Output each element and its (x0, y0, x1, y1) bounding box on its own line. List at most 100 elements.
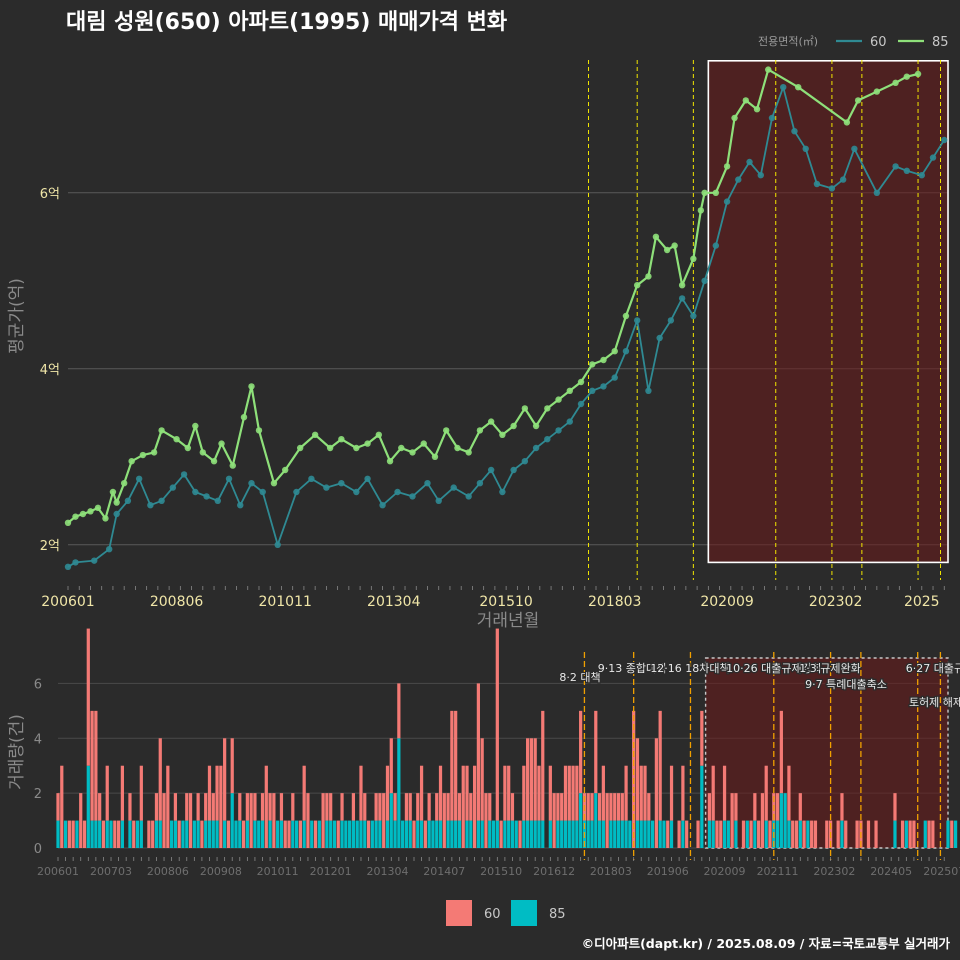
volume-bar-60 (291, 793, 295, 821)
volume-x-tick-label: 201510 (480, 865, 522, 878)
data-point-60 (424, 480, 431, 487)
data-point-85 (255, 427, 263, 434)
volume-bar-60 (488, 793, 492, 821)
volume-bar-60 (722, 765, 727, 821)
legend-title: 전용면적(㎡) (758, 35, 818, 48)
volume-x-tick-label: 202302 (813, 865, 855, 878)
volume-bar-85 (276, 820, 280, 848)
volume-bar-60 (298, 820, 302, 848)
data-point-85 (521, 405, 529, 412)
volume-bar-60 (450, 710, 454, 821)
volume-bar-85 (571, 820, 575, 848)
y-tick-label: 4억 (40, 363, 60, 378)
volume-bar-60 (719, 820, 723, 848)
volume-bar-60 (200, 820, 204, 848)
volume-bar-85 (317, 820, 321, 848)
data-point-85 (72, 513, 79, 520)
volume-bar-85 (734, 820, 738, 848)
data-point-60 (611, 374, 618, 381)
data-point-85 (742, 97, 749, 104)
data-point-85 (120, 480, 128, 487)
volume-bar-60 (188, 793, 193, 848)
volume-bar-85 (185, 820, 189, 848)
volume-bar-60 (601, 765, 605, 821)
volume-bar-85 (590, 820, 594, 848)
x-tick-label: 200806 (150, 594, 204, 610)
volume-bar-60 (654, 738, 658, 848)
data-point-60 (91, 557, 98, 564)
volume-bar-85 (722, 820, 727, 848)
volume-bar-85 (662, 820, 666, 848)
volume-bar-60 (79, 793, 83, 848)
volume-bar-60 (700, 710, 704, 766)
volume-bar-60 (397, 683, 401, 739)
volume-bar-85 (503, 820, 507, 848)
data-point-85 (364, 440, 371, 447)
volume-bar-60 (419, 765, 424, 821)
volume-bar-60 (480, 738, 484, 821)
data-point-85 (510, 422, 517, 430)
volume-bar-85 (450, 820, 454, 848)
data-point-60 (566, 418, 573, 425)
volume-x-tick-label: 201407 (423, 865, 465, 878)
volume-bar-85 (393, 820, 397, 848)
volume-bar-60 (685, 820, 689, 848)
policy-label: 9·7 특례대출축소 (805, 678, 887, 691)
data-point-85 (326, 444, 334, 452)
volume-bar-85 (601, 820, 605, 848)
data-point-60 (600, 383, 607, 390)
volume-bar-85 (893, 820, 897, 848)
volume-bar-85 (594, 793, 598, 848)
volume-bar-60 (620, 793, 624, 821)
data-point-85 (566, 387, 573, 394)
volume-bar-85 (438, 820, 443, 848)
data-point-60 (645, 387, 652, 394)
volume-bar-60 (764, 765, 768, 821)
volume-bar-85 (404, 820, 409, 848)
data-point-85 (532, 422, 540, 430)
data-point-60 (214, 497, 221, 504)
volume-bar-60 (238, 793, 242, 821)
volume-bar-85 (495, 820, 499, 848)
volume-bar-60 (874, 820, 878, 848)
data-point-60 (667, 317, 675, 324)
legend-label-85: 85 (932, 35, 949, 50)
volume-x-tick-label: 202009 (704, 865, 746, 878)
volume-bar-60 (465, 765, 469, 821)
volume-bar-85 (454, 820, 458, 848)
volume-bar-60 (185, 793, 189, 821)
volume-bar-60 (404, 793, 409, 821)
data-point-85 (128, 458, 135, 465)
volume-bar-85 (609, 820, 613, 848)
data-point-85 (64, 519, 72, 526)
volume-bar-60 (912, 820, 916, 848)
volume-bar-60 (105, 765, 109, 821)
volume-bar-85 (669, 820, 674, 848)
volume-bar-60 (461, 765, 465, 848)
volume-bar-60 (385, 765, 390, 821)
volume-bar-60 (446, 793, 450, 821)
volume-bar-85 (510, 820, 515, 848)
volume-bar-60 (529, 738, 534, 821)
volume-bar-85 (480, 820, 484, 848)
volume-bar-60 (802, 820, 806, 848)
policy-label: 10·26 대출규제강화 (726, 662, 822, 675)
volume-bar-60 (223, 738, 227, 821)
volume-bar-60 (510, 793, 515, 821)
volume-bar-60 (215, 765, 219, 821)
volume-bar-60 (681, 765, 685, 821)
volume-bar-60 (363, 793, 367, 821)
volume-bar-60 (147, 820, 151, 848)
data-point-85 (476, 427, 484, 434)
volume-bar-60 (139, 765, 143, 821)
volume-bar-60 (116, 820, 121, 848)
volume-bar-60 (597, 793, 602, 821)
volume-bar-60 (374, 793, 378, 821)
volume-x-tick-label: 200908 (200, 865, 242, 878)
volume-bar-60 (658, 710, 662, 821)
volume-bar-60 (438, 765, 443, 821)
volume-bar-60 (158, 738, 162, 821)
data-point-85 (652, 233, 660, 240)
data-point-60 (791, 128, 798, 135)
